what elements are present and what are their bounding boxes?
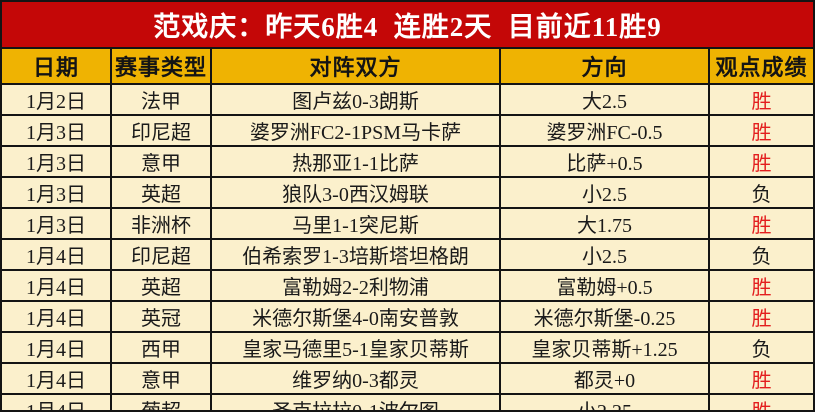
date-cell: 1月3日 — [2, 209, 112, 240]
column-header-league: 赛事类型 — [112, 49, 212, 85]
match-cell: 米德尔斯堡4-0南安普敦 — [212, 302, 501, 333]
league-cell: 西甲 — [112, 333, 212, 364]
match-cell: 富勒姆2-2利物浦 — [212, 271, 501, 302]
date-cell: 1月4日 — [2, 271, 112, 302]
result-text: 负 — [751, 184, 772, 206]
result-text: 胜 — [751, 153, 772, 175]
direction-cell: 大1.75 — [501, 209, 710, 240]
result-text: 负 — [751, 339, 772, 361]
direction-cell: 大2.5 — [501, 85, 710, 116]
result-text: 胜 — [751, 370, 772, 392]
table-row: 1月3日 非洲杯 马里1-1突尼斯 大1.75 胜 — [2, 209, 813, 240]
league-cell: 印尼超 — [112, 116, 212, 147]
match-cell: 皇家马德里5-1皇家贝蒂斯 — [212, 333, 501, 364]
league-cell: 意甲 — [112, 147, 212, 178]
table-header-row: 日期 赛事类型 对阵双方 方向 观点成绩 — [2, 49, 813, 85]
result-cell: 胜 — [710, 85, 813, 116]
result-cell: 胜 — [710, 364, 813, 395]
date-cell: 1月4日 — [2, 364, 112, 395]
column-header-direction: 方向 — [501, 49, 710, 85]
direction-cell: 小2.5 — [501, 240, 710, 271]
date-cell: 1月4日 — [2, 395, 112, 410]
league-cell: 意甲 — [112, 364, 212, 395]
table-row: 1月4日 英冠 米德尔斯堡4-0南安普敦 米德尔斯堡-0.25 胜 — [2, 302, 813, 333]
league-cell: 英超 — [112, 271, 212, 302]
date-cell: 1月4日 — [2, 240, 112, 271]
direction-cell: 都灵+0 — [501, 364, 710, 395]
match-cell: 马里1-1突尼斯 — [212, 209, 501, 240]
league-cell: 葡超 — [112, 395, 212, 410]
result-cell: 胜 — [710, 302, 813, 333]
result-cell: 胜 — [710, 271, 813, 302]
direction-cell: 小2.5 — [501, 178, 710, 209]
result-cell: 负 — [710, 178, 813, 209]
result-cell: 胜 — [710, 116, 813, 147]
match-cell: 热那亚1-1比萨 — [212, 147, 501, 178]
result-cell: 负 — [710, 240, 813, 271]
table-row: 1月3日 英超 狼队3-0西汉姆联 小2.5 负 — [2, 178, 813, 209]
direction-cell: 皇家贝蒂斯+1.25 — [501, 333, 710, 364]
match-cell: 狼队3-0西汉姆联 — [212, 178, 501, 209]
direction-cell: 婆罗洲FC-0.5 — [501, 116, 710, 147]
result-cell: 负 — [710, 333, 813, 364]
result-cell: 胜 — [710, 395, 813, 412]
page-title: 范戏庆：昨天6胜4 连胜2天 目前近11胜9 — [153, 12, 662, 42]
table-row: 1月3日 印尼超 婆罗洲FC2-1PSM马卡萨 婆罗洲FC-0.5 胜 — [2, 116, 813, 147]
league-cell: 法甲 — [112, 85, 212, 116]
title-banner: 范戏庆：昨天6胜4 连胜2天 目前近11胜9 — [2, 2, 813, 49]
result-text: 胜 — [751, 277, 772, 299]
record-table: 日期 赛事类型 对阵双方 方向 观点成绩 1月2日 法甲 图卢兹0-3朗斯 大2… — [2, 49, 813, 412]
date-cell: 1月3日 — [2, 147, 112, 178]
result-cell: 胜 — [710, 209, 813, 240]
date-cell: 1月4日 — [2, 333, 112, 364]
date-cell: 1月2日 — [2, 85, 112, 116]
column-header-result: 观点成绩 — [710, 49, 813, 85]
match-cell: 圣克拉拉0-1波尔图 — [212, 395, 501, 410]
direction-cell: 比萨+0.5 — [501, 147, 710, 178]
direction-cell: 富勒姆+0.5 — [501, 271, 710, 302]
league-cell: 非洲杯 — [112, 209, 212, 240]
table-row: 1月4日 意甲 维罗纳0-3都灵 都灵+0 胜 — [2, 364, 813, 395]
date-cell: 1月4日 — [2, 302, 112, 333]
result-text: 胜 — [751, 215, 772, 237]
match-cell: 婆罗洲FC2-1PSM马卡萨 — [212, 116, 501, 147]
table-row: 1月3日 意甲 热那亚1-1比萨 比萨+0.5 胜 — [2, 147, 813, 178]
column-header-match: 对阵双方 — [212, 49, 501, 85]
match-cell: 维罗纳0-3都灵 — [212, 364, 501, 395]
result-text: 胜 — [751, 122, 772, 144]
match-cell: 伯希索罗1-3培斯塔坦格朗 — [212, 240, 501, 271]
table-row: 1月4日 西甲 皇家马德里5-1皇家贝蒂斯 皇家贝蒂斯+1.25 负 — [2, 333, 813, 364]
direction-cell: 米德尔斯堡-0.25 — [501, 302, 710, 333]
date-cell: 1月3日 — [2, 116, 112, 147]
table-row: 1月4日 葡超 圣克拉拉0-1波尔图 小2.25 胜 — [2, 395, 813, 412]
table-row: 1月2日 法甲 图卢兹0-3朗斯 大2.5 胜 — [2, 85, 813, 116]
league-cell: 印尼超 — [112, 240, 212, 271]
result-text: 胜 — [751, 401, 772, 412]
league-cell: 英超 — [112, 178, 212, 209]
direction-cell: 小2.25 — [501, 395, 710, 410]
table-row: 1月4日 印尼超 伯希索罗1-3培斯塔坦格朗 小2.5 负 — [2, 240, 813, 271]
match-cell: 图卢兹0-3朗斯 — [212, 85, 501, 116]
result-cell: 胜 — [710, 147, 813, 178]
result-text: 胜 — [751, 308, 772, 330]
column-header-date: 日期 — [2, 49, 112, 85]
table-row: 1月4日 英超 富勒姆2-2利物浦 富勒姆+0.5 胜 — [2, 271, 813, 302]
date-cell: 1月3日 — [2, 178, 112, 209]
result-text: 胜 — [751, 91, 772, 113]
result-text: 负 — [751, 246, 772, 268]
league-cell: 英冠 — [112, 302, 212, 333]
